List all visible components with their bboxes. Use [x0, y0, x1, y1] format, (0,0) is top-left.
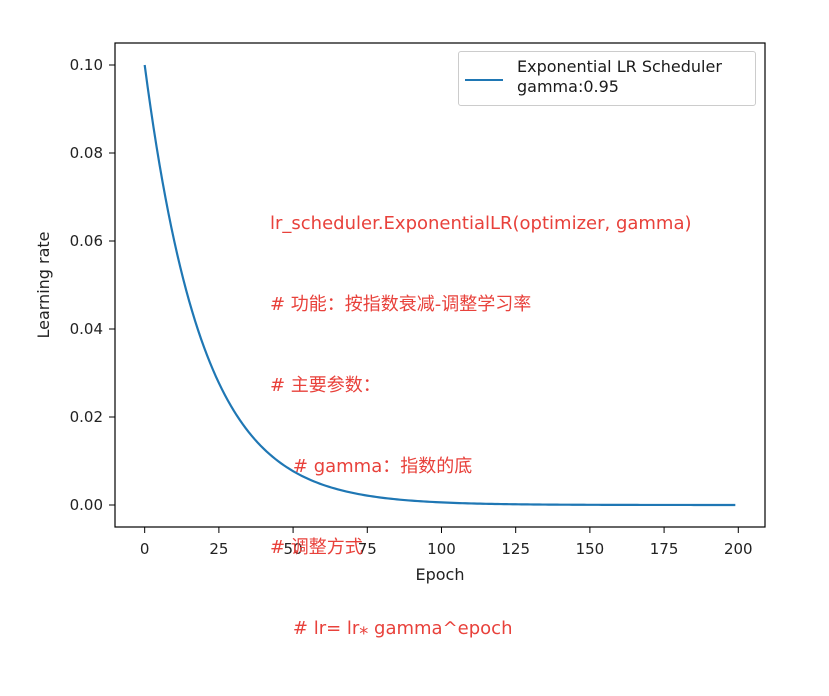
legend-entry-label: Exponential LR Scheduler gamma:0.95	[517, 57, 722, 97]
annotation-line-2: # 功能：按指数衰减-调整学习率	[270, 294, 532, 315]
x-tick-label-0: 0	[140, 540, 150, 558]
y-tick-label-0: 0.00	[70, 496, 103, 514]
y-tick-label-4: 0.08	[70, 144, 103, 162]
y-tick-label-2: 0.04	[70, 320, 103, 338]
x-tick-label-7: 175	[650, 540, 679, 558]
x-tick-label-1: 25	[209, 540, 228, 558]
y-tick-label-1: 0.02	[70, 408, 103, 426]
annotation-line-6: # lr= lr⁎ gamma^epoch	[270, 618, 513, 639]
legend-line-swatch	[465, 79, 503, 81]
plot-svg: 0 25 50 75 100 125 150 175 200 0.00 0.02 0.04 0.06 0.…	[34, 42, 766, 584]
legend: Exponential LR Scheduler gamma:0.95	[458, 51, 756, 106]
x-axis-label: Epoch	[416, 565, 465, 584]
x-tick-label-2: 50	[284, 540, 303, 558]
annotation-line-5: # 调整方式	[270, 537, 363, 558]
x-tick-label-5: 125	[501, 540, 530, 558]
code-annotation: lr_scheduler.ExponentialLR(optimizer, ga…	[270, 156, 692, 696]
x-tick-label-4: 100	[427, 540, 456, 558]
x-tick-label-6: 150	[576, 540, 605, 558]
chart: 0 25 50 75 100 125 150 175 200 0.00 0.02 0.04 0.06 0.…	[34, 42, 766, 639]
annotation-line-3: # 主要参数：	[270, 375, 381, 396]
y-tick-label-3: 0.06	[70, 232, 103, 250]
annotation-line-1: lr_scheduler.ExponentialLR(optimizer, ga…	[270, 213, 692, 234]
y-tick-label-5: 0.10	[70, 56, 103, 74]
x-tick-label-8: 200	[724, 540, 753, 558]
annotation-line-4: # gamma：指数的底	[270, 456, 473, 477]
legend-entry-line-2: gamma:0.95	[517, 77, 619, 96]
legend-entry-line-1: Exponential LR Scheduler	[517, 57, 722, 76]
series-line-0	[143, 64, 736, 507]
y-axis-label: Learning rate	[34, 231, 53, 338]
plot-frame	[114, 42, 766, 528]
x-tick-label-3: 75	[358, 540, 377, 558]
